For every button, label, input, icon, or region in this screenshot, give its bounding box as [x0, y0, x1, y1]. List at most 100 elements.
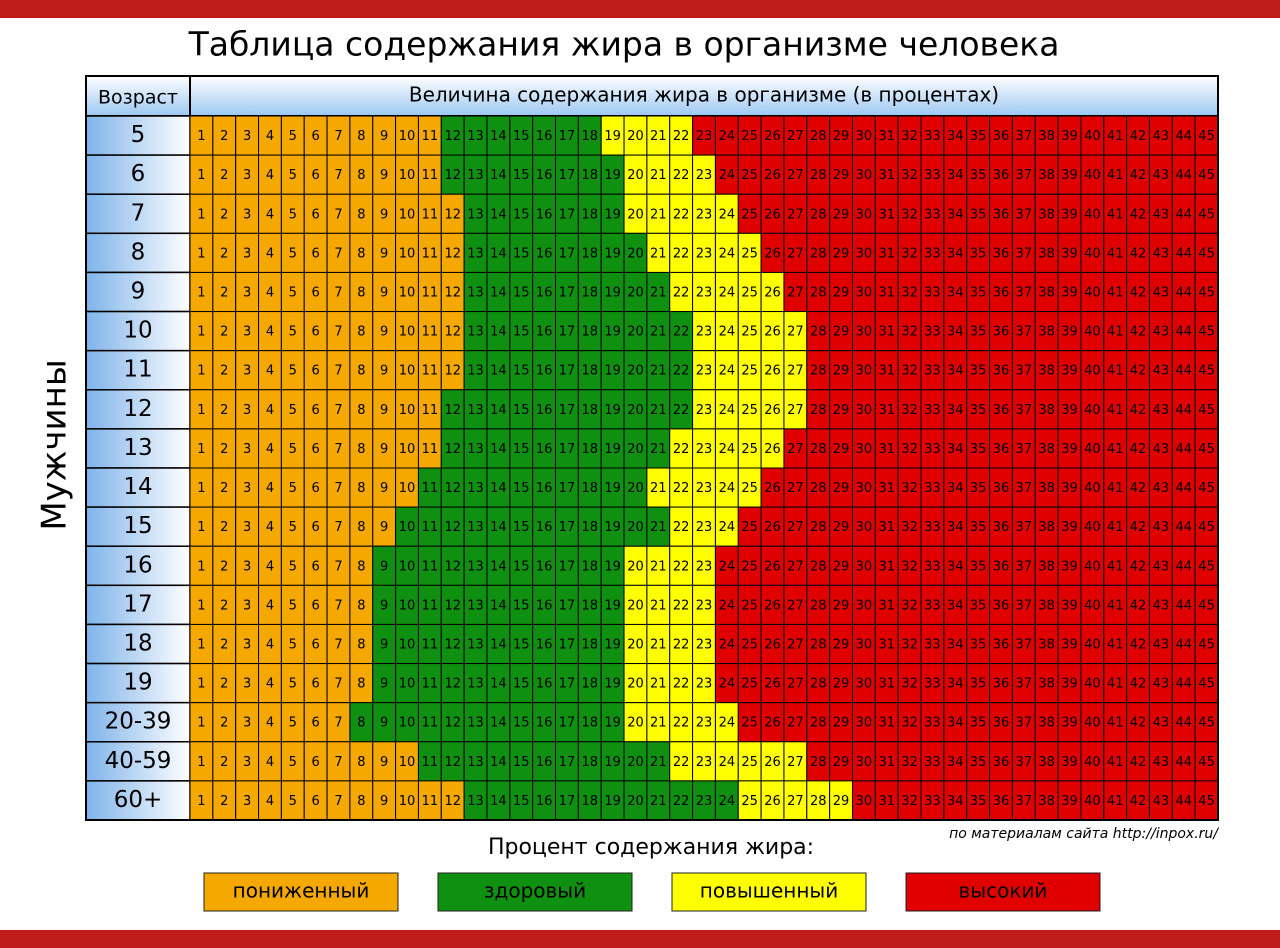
percent: 26 — [764, 207, 781, 222]
percent: 9 — [380, 442, 388, 457]
percent: 21 — [650, 325, 667, 340]
percent: 18 — [582, 129, 599, 144]
percent: 7 — [334, 559, 342, 574]
age-cell — [85, 623, 191, 665]
percent: 44 — [1175, 638, 1192, 653]
percent: 40 — [1084, 716, 1101, 731]
percent: 41 — [1107, 677, 1124, 692]
percent: 44 — [1175, 129, 1192, 144]
percent: 9 — [380, 325, 388, 340]
percent: 28 — [810, 520, 827, 535]
percent: 29 — [833, 129, 850, 144]
percent: 39 — [1061, 598, 1078, 613]
percent: 11 — [422, 246, 439, 261]
percent: 4 — [266, 129, 274, 144]
percent: 14 — [490, 638, 507, 653]
percent: 28 — [810, 442, 827, 457]
percent: 22 — [673, 559, 690, 574]
percent: 32 — [901, 207, 918, 222]
percent: 22 — [673, 442, 690, 457]
percent: 43 — [1153, 246, 1170, 261]
percent: 13 — [467, 403, 484, 418]
percent: 26 — [764, 246, 781, 261]
percent: 22 — [673, 481, 690, 496]
percent: 30 — [856, 325, 873, 340]
percent: 11 — [422, 481, 439, 496]
percent: 15 — [513, 403, 530, 418]
percent: 8 — [357, 129, 365, 144]
percent: 28 — [810, 325, 827, 340]
percent: 10 — [399, 520, 416, 535]
age: 5 — [131, 122, 146, 148]
percent: 20 — [627, 598, 644, 613]
percent: 27 — [787, 129, 804, 144]
percent: 10 — [399, 246, 416, 261]
percent: 11 — [422, 598, 439, 613]
percent: 14 — [490, 794, 507, 809]
percent: 13 — [467, 325, 484, 340]
percent: 30 — [856, 716, 873, 731]
percent: 41 — [1107, 129, 1124, 144]
percent: 24 — [719, 520, 736, 535]
percent: 21 — [650, 246, 667, 261]
percent: 15 — [513, 442, 530, 457]
percent: 25 — [741, 481, 758, 496]
percent: 43 — [1153, 364, 1170, 379]
percent: 6 — [312, 286, 320, 301]
percent: 4 — [266, 559, 274, 574]
percent: 34 — [947, 755, 964, 770]
percent: 7 — [334, 129, 342, 144]
percent: 8 — [357, 677, 365, 692]
percent: 12 — [444, 638, 461, 653]
percent: 11 — [422, 520, 439, 535]
percent: 28 — [810, 364, 827, 379]
percent: 9 — [380, 794, 388, 809]
percent: 5 — [289, 442, 297, 457]
percent: 33 — [924, 716, 941, 731]
percent: 44 — [1175, 325, 1192, 340]
percent: 16 — [536, 638, 553, 653]
bottom-bar — [0, 930, 1280, 948]
percent: 23 — [696, 794, 713, 809]
percent: 23 — [696, 286, 713, 301]
percent: 27 — [787, 755, 804, 770]
percent: 23 — [696, 129, 713, 144]
percent: 25 — [741, 598, 758, 613]
percent: 7 — [334, 598, 342, 613]
percent: 8 — [357, 559, 365, 574]
percent: 21 — [650, 364, 667, 379]
percent: 17 — [559, 364, 576, 379]
percent: 28 — [810, 794, 827, 809]
percent: 26 — [764, 598, 781, 613]
legend-swatch — [671, 872, 867, 912]
percent: 38 — [1038, 598, 1055, 613]
percent: 31 — [878, 246, 895, 261]
percent: 2 — [220, 325, 228, 340]
percent: 9 — [380, 755, 388, 770]
percent: 32 — [901, 246, 918, 261]
percent: 41 — [1107, 286, 1124, 301]
percent: 12 — [444, 246, 461, 261]
percent: 6 — [312, 325, 320, 340]
percent: 40 — [1084, 638, 1101, 653]
percent: 45 — [1198, 794, 1215, 809]
percent: 5 — [289, 638, 297, 653]
percent: 38 — [1038, 403, 1055, 418]
percent: 34 — [947, 677, 964, 692]
percent: 37 — [1016, 481, 1033, 496]
percent: 40 — [1084, 794, 1101, 809]
percent: 45 — [1198, 403, 1215, 418]
percent: 5 — [289, 286, 297, 301]
percent: 32 — [901, 559, 918, 574]
percent: 28 — [810, 598, 827, 613]
percent: 42 — [1130, 442, 1147, 457]
percent: 43 — [1153, 286, 1170, 301]
percent: 43 — [1153, 794, 1170, 809]
percent: 44 — [1175, 364, 1192, 379]
percent: 15 — [513, 481, 530, 496]
percent: 33 — [924, 481, 941, 496]
percent: 26 — [764, 520, 781, 535]
percent: 26 — [764, 794, 781, 809]
percent: 19 — [604, 129, 621, 144]
percent: 20 — [627, 520, 644, 535]
